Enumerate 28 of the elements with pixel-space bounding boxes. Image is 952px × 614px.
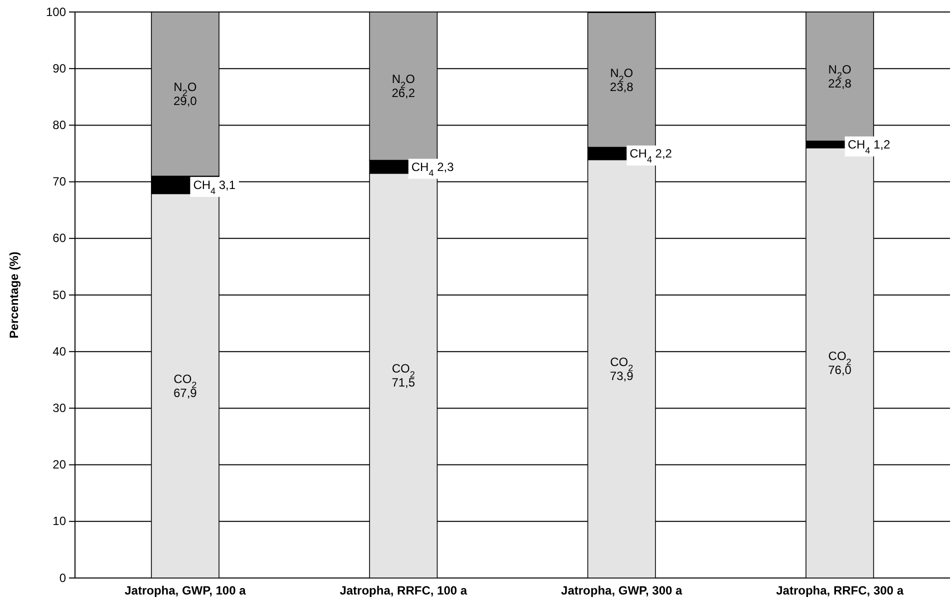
data-label: 2,3: [434, 160, 454, 174]
y-tick-label: 100: [46, 4, 66, 19]
text: CO$_{2}$: [174, 372, 197, 390]
y-axis-title: Percentage (%): [7, 252, 21, 338]
x-tick-label: Jatropha, GWP, 300 a: [561, 584, 683, 598]
series-label: CO$_{2}$: [610, 354, 634, 373]
y-tick-label: 40: [52, 344, 66, 358]
y-tick-label: 70: [52, 174, 66, 189]
y-tick-label: 10: [52, 514, 66, 528]
y-tick-label: 60: [52, 231, 66, 246]
text: CH$_{4}$: [193, 178, 216, 196]
y-tick-label: 80: [52, 118, 66, 132]
x-tick-label: Jatropha, GWP, 100 a: [124, 584, 246, 598]
data-label: 3,1: [216, 178, 236, 192]
data-label: 1,2: [870, 137, 891, 152]
text: CH$_{4}$: [630, 146, 652, 164]
x-tick-label: Jatropha, RRFC, 300 a: [776, 584, 904, 598]
y-tick-label: 30: [52, 401, 66, 416]
series-label: N$_{2}$O: [610, 66, 634, 84]
x-tick-label: Jatropha, RRFC, 100 a: [340, 584, 468, 598]
y-tick-label: 90: [52, 61, 66, 76]
y-tick-label: 20: [52, 458, 66, 472]
series-label: CH$_{4}$: [411, 160, 434, 178]
y-tick-label: 50: [52, 288, 66, 302]
y-tick-label: 0: [59, 570, 66, 585]
text: CO$_{2}$: [828, 348, 852, 367]
text: CH$_{4}$: [848, 137, 870, 156]
data-label: 2,2: [652, 146, 672, 160]
